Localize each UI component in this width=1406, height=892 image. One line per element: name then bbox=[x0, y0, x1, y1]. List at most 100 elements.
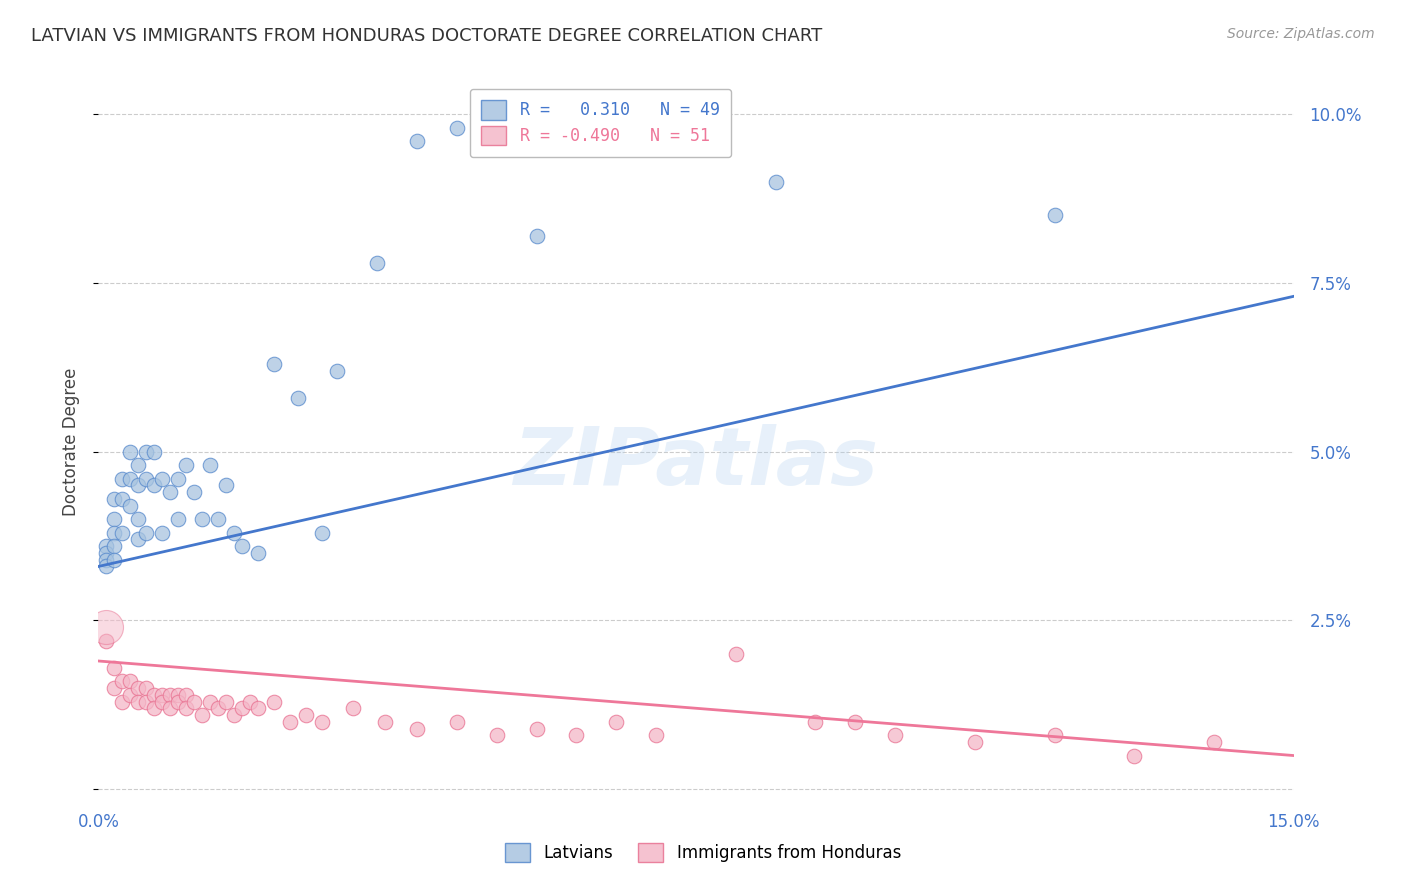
Point bbox=[565, 728, 588, 742]
Point bbox=[127, 681, 149, 695]
Point bbox=[96, 539, 118, 553]
Point bbox=[278, 714, 301, 729]
Point bbox=[103, 552, 125, 566]
Point bbox=[174, 701, 197, 715]
Point bbox=[485, 728, 508, 742]
Point bbox=[103, 681, 125, 695]
Point bbox=[311, 525, 333, 540]
Point bbox=[804, 714, 827, 729]
Legend: Latvians, Immigrants from Honduras: Latvians, Immigrants from Honduras bbox=[496, 834, 910, 871]
Point bbox=[222, 708, 245, 723]
Point bbox=[111, 674, 134, 689]
Point bbox=[96, 633, 118, 648]
Point bbox=[135, 472, 157, 486]
Point bbox=[96, 559, 118, 574]
Point bbox=[1202, 735, 1225, 749]
Point bbox=[246, 546, 269, 560]
Point bbox=[111, 694, 134, 708]
Text: LATVIAN VS IMMIGRANTS FROM HONDURAS DOCTORATE DEGREE CORRELATION CHART: LATVIAN VS IMMIGRANTS FROM HONDURAS DOCT… bbox=[31, 27, 823, 45]
Point bbox=[111, 525, 134, 540]
Point bbox=[150, 472, 173, 486]
Point bbox=[263, 694, 285, 708]
Point bbox=[150, 694, 173, 708]
Point bbox=[198, 458, 221, 472]
Point bbox=[1123, 748, 1146, 763]
Point bbox=[294, 708, 316, 723]
Point bbox=[183, 485, 205, 500]
Point bbox=[765, 175, 787, 189]
Point bbox=[183, 694, 205, 708]
Point bbox=[207, 512, 229, 526]
Point bbox=[963, 735, 986, 749]
Point bbox=[120, 674, 142, 689]
Point bbox=[135, 444, 157, 458]
Point bbox=[207, 701, 229, 715]
Point bbox=[174, 458, 197, 472]
Y-axis label: Doctorate Degree: Doctorate Degree bbox=[62, 368, 80, 516]
Point bbox=[150, 688, 173, 702]
Point bbox=[127, 478, 149, 492]
Point bbox=[446, 714, 468, 729]
Point bbox=[215, 478, 238, 492]
Point bbox=[159, 701, 181, 715]
Point bbox=[215, 694, 238, 708]
Point bbox=[724, 647, 747, 661]
Point bbox=[143, 444, 166, 458]
Point bbox=[645, 728, 668, 742]
Point bbox=[103, 539, 125, 553]
Point bbox=[120, 444, 142, 458]
Point bbox=[263, 357, 285, 371]
Point bbox=[191, 708, 214, 723]
Point bbox=[159, 688, 181, 702]
Point bbox=[191, 512, 214, 526]
Point bbox=[326, 364, 349, 378]
Point bbox=[374, 714, 396, 729]
Point bbox=[406, 134, 429, 148]
Point bbox=[120, 688, 142, 702]
Point bbox=[143, 478, 166, 492]
Point bbox=[526, 722, 548, 736]
Point bbox=[103, 661, 125, 675]
Point bbox=[174, 688, 197, 702]
Point bbox=[143, 701, 166, 715]
Point bbox=[485, 134, 508, 148]
Point bbox=[167, 512, 190, 526]
Point bbox=[239, 694, 262, 708]
Point bbox=[246, 701, 269, 715]
Point bbox=[311, 714, 333, 729]
Point bbox=[844, 714, 866, 729]
Point bbox=[127, 458, 149, 472]
Point bbox=[167, 688, 190, 702]
Point bbox=[135, 525, 157, 540]
Point bbox=[884, 728, 907, 742]
Point bbox=[167, 694, 190, 708]
Point bbox=[1043, 208, 1066, 222]
Point bbox=[150, 525, 173, 540]
Point bbox=[167, 472, 190, 486]
Point bbox=[222, 525, 245, 540]
Point bbox=[287, 391, 309, 405]
Point bbox=[342, 701, 364, 715]
Point bbox=[231, 701, 253, 715]
Text: Source: ZipAtlas.com: Source: ZipAtlas.com bbox=[1227, 27, 1375, 41]
Point bbox=[120, 499, 142, 513]
Point bbox=[127, 533, 149, 547]
Point bbox=[96, 546, 118, 560]
Point bbox=[96, 620, 118, 634]
Legend: R =   0.310   N = 49, R = -0.490   N = 51: R = 0.310 N = 49, R = -0.490 N = 51 bbox=[470, 88, 731, 157]
Point bbox=[159, 485, 181, 500]
Point bbox=[103, 512, 125, 526]
Point bbox=[111, 491, 134, 506]
Point bbox=[120, 472, 142, 486]
Text: ZIPatlas: ZIPatlas bbox=[513, 425, 879, 502]
Point bbox=[198, 694, 221, 708]
Point bbox=[1043, 728, 1066, 742]
Point bbox=[103, 525, 125, 540]
Point bbox=[103, 491, 125, 506]
Point bbox=[526, 228, 548, 243]
Point bbox=[406, 722, 429, 736]
Point bbox=[231, 539, 253, 553]
Point bbox=[111, 472, 134, 486]
Point bbox=[135, 694, 157, 708]
Point bbox=[143, 688, 166, 702]
